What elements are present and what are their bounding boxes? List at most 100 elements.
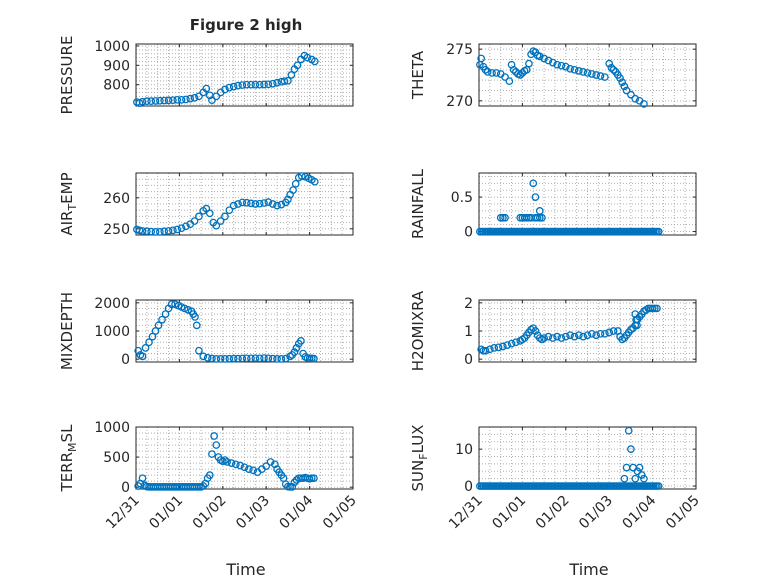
subplot-7: 0 500 1000 12/31 01/01 01/02 01/03 01/04 01/05 TE… xyxy=(58,420,360,532)
x-tick-label: 01/02 xyxy=(190,493,230,533)
data-point xyxy=(616,74,624,82)
data-point xyxy=(654,227,663,236)
data-point xyxy=(212,355,221,363)
x-tick-label: 01/03 xyxy=(576,493,616,533)
data-point xyxy=(553,332,561,341)
data-point xyxy=(640,100,648,108)
data-point xyxy=(229,201,238,210)
data-point xyxy=(173,95,182,104)
data-point xyxy=(483,68,492,76)
data-point xyxy=(310,177,319,186)
data-point xyxy=(503,341,512,349)
y-tick-label: 0 xyxy=(121,352,130,368)
data-point xyxy=(631,94,640,103)
y-axis-label: PRESSURE xyxy=(58,36,76,115)
data-point xyxy=(208,354,216,363)
data-point xyxy=(273,201,281,210)
data-point xyxy=(618,78,627,87)
data-point xyxy=(208,450,216,458)
data-point xyxy=(242,354,251,363)
y-tick-label: 10 xyxy=(455,442,473,458)
data-point xyxy=(182,95,190,104)
data-point xyxy=(481,346,490,355)
data-point xyxy=(592,71,601,79)
y-tick-label: 275 xyxy=(446,42,473,58)
axes-box xyxy=(135,43,354,107)
data-point xyxy=(205,471,214,480)
data-point xyxy=(494,343,503,352)
data-point xyxy=(273,355,281,363)
data-point xyxy=(264,198,273,206)
data-point xyxy=(529,179,538,188)
data-point xyxy=(195,346,203,355)
data-point xyxy=(212,441,221,449)
data-point xyxy=(507,339,516,348)
y-tick-label: 1000 xyxy=(94,39,130,55)
data-point xyxy=(260,354,268,362)
data-point xyxy=(260,80,268,89)
data-point xyxy=(574,67,583,75)
y-tick-label: 500 xyxy=(103,450,130,466)
data-point xyxy=(225,354,234,363)
data-point xyxy=(633,321,641,330)
data-point xyxy=(570,332,579,341)
data-point xyxy=(161,310,170,318)
y-axis-label: TERRMSL xyxy=(58,424,79,493)
y-tick-label: 900 xyxy=(103,58,130,74)
data-point xyxy=(286,483,294,491)
data-point xyxy=(216,355,225,363)
data-point xyxy=(544,56,553,65)
x-axis-label-left: Time xyxy=(225,560,265,579)
data-point xyxy=(167,300,176,309)
data-point xyxy=(280,77,289,86)
x-tick-label: 01/02 xyxy=(533,493,573,533)
data-point xyxy=(138,352,147,361)
data-point xyxy=(291,180,300,188)
data-point xyxy=(561,62,570,71)
data-point xyxy=(225,206,234,215)
data-point xyxy=(627,445,635,453)
data-point xyxy=(548,58,557,67)
y-tick-label: 270 xyxy=(446,94,473,110)
subplot-5: 0 1000 2000 MIXDEPTH xyxy=(58,292,354,370)
data-point xyxy=(501,213,509,222)
data-point xyxy=(221,212,229,221)
data-point xyxy=(205,209,214,218)
data-point xyxy=(138,227,147,235)
data-point xyxy=(251,80,260,89)
data-point xyxy=(255,199,264,208)
y-tick-label: 2000 xyxy=(94,296,130,312)
data-point xyxy=(297,337,305,345)
data-point xyxy=(143,227,151,236)
data-point xyxy=(268,79,277,88)
data-point xyxy=(141,344,150,352)
data-point xyxy=(293,61,302,70)
data-point xyxy=(192,321,201,330)
data-point xyxy=(607,63,616,72)
subplot-6: 0 1 2 H2OMIXRA xyxy=(409,290,697,371)
data-point xyxy=(273,78,281,87)
data-point xyxy=(557,334,566,342)
data-point xyxy=(255,354,264,363)
data-point xyxy=(164,96,173,105)
data-point xyxy=(268,354,277,363)
data-point xyxy=(223,458,231,466)
data-point xyxy=(234,81,242,90)
data-point xyxy=(195,483,203,491)
data-point xyxy=(195,212,203,221)
y-axis-label: RAINFALL xyxy=(409,168,427,239)
data-point xyxy=(238,198,247,207)
data-point xyxy=(557,61,566,70)
y-tick-label: 260 xyxy=(103,191,130,207)
data-point xyxy=(540,334,548,342)
data-point xyxy=(535,52,544,61)
data-point xyxy=(579,68,588,76)
data-point xyxy=(609,65,618,74)
data-point xyxy=(512,338,520,347)
y-tick-label: 1 xyxy=(464,324,473,340)
x-tick-label: 01/04 xyxy=(620,492,660,532)
data-point xyxy=(620,82,629,91)
data-point xyxy=(624,426,633,435)
data-point xyxy=(583,331,592,340)
